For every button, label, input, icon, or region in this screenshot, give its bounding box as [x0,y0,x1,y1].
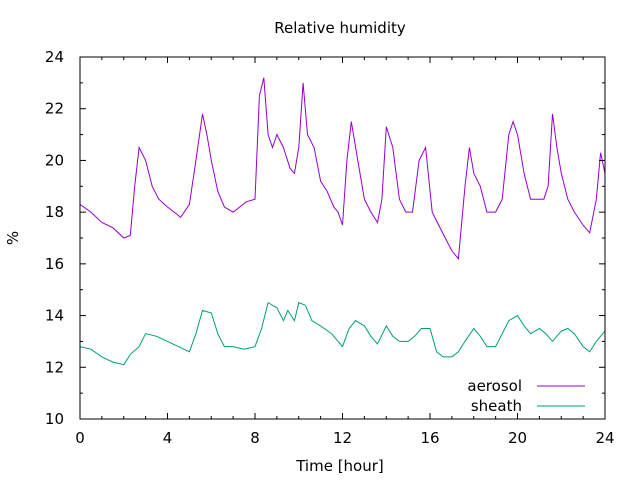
legend: aerosol sheath [467,377,585,415]
y-axis-title: % [4,231,22,245]
x-tick-label: 8 [250,429,260,447]
y-tick-label: 18 [45,203,64,221]
y-tick-label: 12 [45,358,64,376]
x-tick-label: 4 [163,429,173,447]
legend-label-sheath: sheath [471,397,522,415]
tick-labels-layer: 0 4 8 12 16 20 24 10 12 14 16 18 20 22 24 [45,48,615,447]
y-tick-label: 22 [45,100,64,118]
y-tick-label: 24 [45,48,64,66]
x-tick-label: 16 [420,429,439,447]
series-line-aerosol [79,77,606,260]
series-layer [79,77,606,366]
y-tick-label: 10 [45,410,64,428]
x-tick-label: 0 [75,429,85,447]
legend-label-aerosol: aerosol [467,377,522,395]
series-line-sheath [79,301,606,366]
y-tick-label: 14 [45,307,64,325]
x-tick-label: 12 [333,429,352,447]
chart-title: Relative humidity [274,19,406,37]
x-tick-label: 24 [595,429,614,447]
y-tick-label: 20 [45,151,64,169]
y-tick-label: 16 [45,255,64,273]
x-axis-title: Time [hour] [295,457,384,475]
ticks-layer [79,56,606,420]
x-tick-label: 20 [508,429,527,447]
